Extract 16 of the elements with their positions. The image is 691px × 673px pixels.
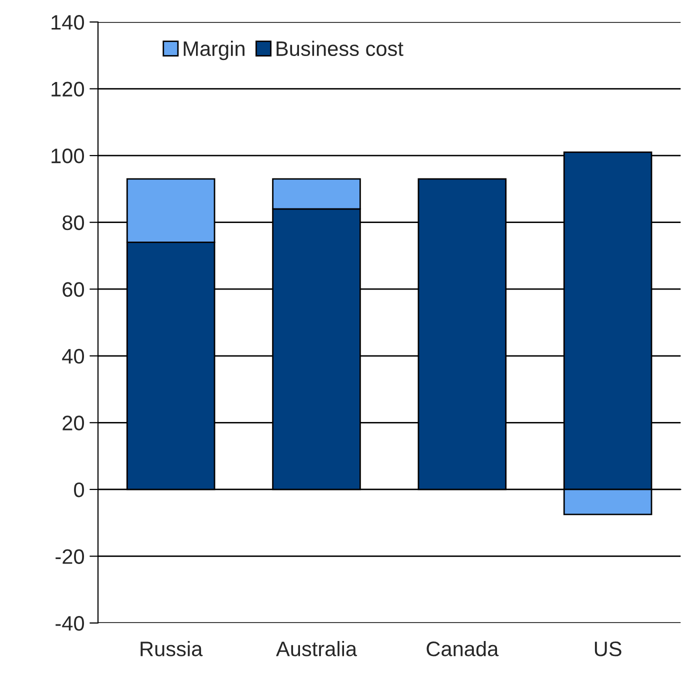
x-tick-label: Russia [140,641,203,656]
y-tick-label: 100 [52,148,84,164]
legend-label: Business cost [276,40,404,56]
x-tick-label: Canada [426,641,499,656]
legend-label: Margin [184,40,244,60]
y-tick-label: -20 [56,549,84,564]
y-tick-label: 40 [62,348,84,364]
y-tick-label: 60 [62,282,84,297]
y-tick-label: 140 [52,15,84,30]
x-tick-label: Australia [276,641,358,656]
y-tick-label: 0 [74,482,84,498]
y-tick-label: -40 [56,616,84,631]
y-tick-label: 120 [52,82,84,97]
y-tick-label: 20 [62,416,84,430]
x-tick-label: US [594,642,622,656]
y-tick-label: 80 [62,215,84,230]
